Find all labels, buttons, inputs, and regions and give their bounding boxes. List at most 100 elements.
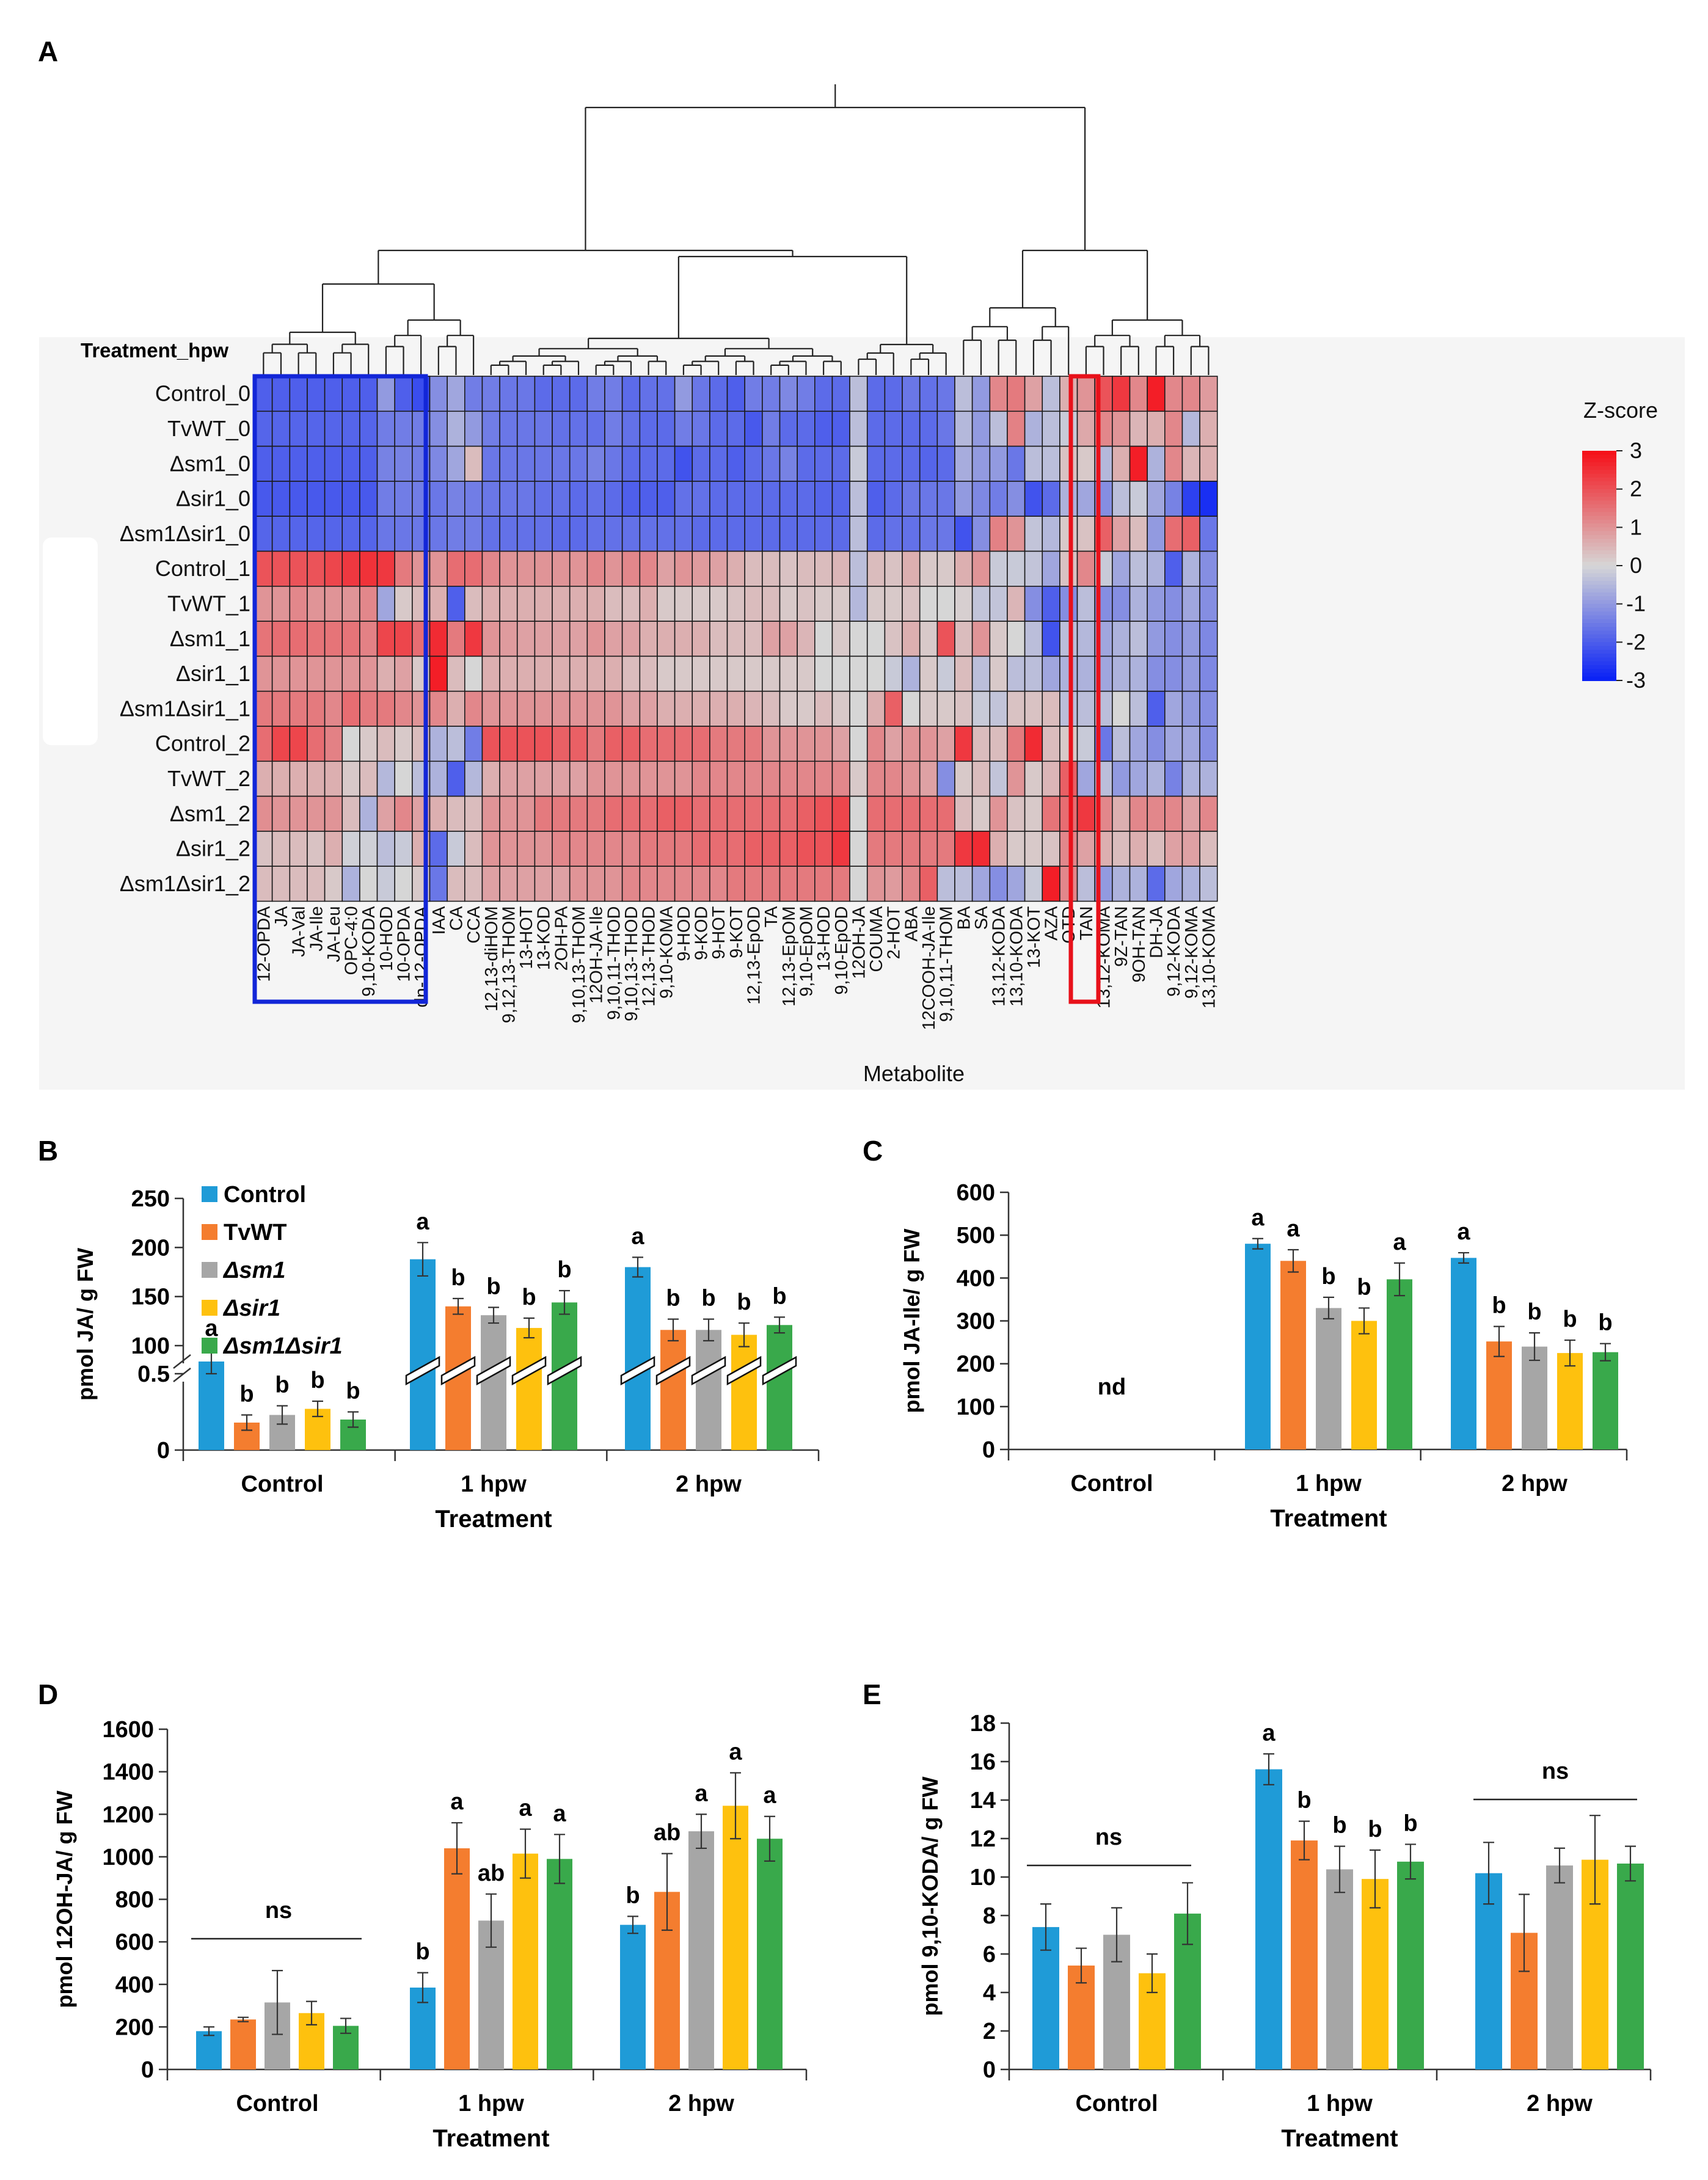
bar xyxy=(196,2031,222,2069)
heatmap-cell xyxy=(254,760,273,797)
heatmap-cell xyxy=(639,655,658,692)
heatmap-cell xyxy=(989,690,1008,727)
heatmap-cell xyxy=(341,550,360,587)
heatmap-cell xyxy=(674,585,693,622)
heatmap-cell xyxy=(744,481,763,517)
heatmap-column-label: OPC-4:0 xyxy=(342,906,362,975)
heatmap-cell xyxy=(797,866,816,902)
heatmap-cell xyxy=(849,690,868,727)
heatmap-cell xyxy=(499,445,518,482)
heatmap-row-label: Δsm1Δsir1_1 xyxy=(120,696,250,721)
heatmap-cell xyxy=(849,655,868,692)
heatmap-cell xyxy=(849,866,868,902)
y-tick-label: 1200 xyxy=(102,1802,154,1828)
panel-b-chart: 0 0.5 100 150 200 250 Control 1 hpw 2 hpw Treatme… xyxy=(73,1182,820,1533)
heatmap-cell xyxy=(726,831,746,867)
heatmap-cell xyxy=(954,516,973,552)
heatmap-cell xyxy=(271,655,291,692)
bar-break-mark xyxy=(405,1355,440,1386)
heatmap-cell xyxy=(1024,376,1043,412)
heatmap-cell xyxy=(289,516,308,552)
heatmap-cell xyxy=(709,585,728,622)
heatmap-cell xyxy=(552,585,571,622)
heatmap-cell xyxy=(971,760,991,797)
heatmap-cell xyxy=(709,726,728,762)
heatmap-cell xyxy=(604,481,623,517)
significance-letter: b xyxy=(666,1286,680,1311)
heatmap-cell xyxy=(1059,481,1078,517)
heatmap-cell xyxy=(394,550,413,587)
heatmap-cell xyxy=(849,445,868,482)
heatmap-cell xyxy=(429,795,448,832)
heatmap-cell xyxy=(1024,410,1043,447)
heatmap-cell xyxy=(831,760,850,797)
heatmap-cell xyxy=(639,866,658,902)
heatmap-cell xyxy=(516,376,536,412)
heatmap-cell xyxy=(674,481,693,517)
heatmap-cell xyxy=(779,481,798,517)
heatmap-cell xyxy=(779,376,798,412)
heatmap-cell xyxy=(1076,831,1096,867)
heatmap-cell xyxy=(429,481,448,517)
heatmap-cell xyxy=(726,866,746,902)
heatmap-cell xyxy=(674,550,693,587)
heatmap-cell xyxy=(919,760,938,797)
heatmap-column-label: JA-Val xyxy=(290,906,309,957)
heatmap-cell xyxy=(534,410,553,447)
heatmap-cell xyxy=(1112,516,1131,552)
panel-label-e: E xyxy=(863,1679,881,1710)
heatmap-cell xyxy=(1042,831,1060,867)
heatmap-cell xyxy=(744,516,763,552)
heatmap-cell xyxy=(1024,690,1043,727)
y-tick-label: 100 xyxy=(957,1394,995,1420)
y-axis-title: pmol 9,10-KODA/ g FW xyxy=(918,1776,943,2016)
heatmap-cell xyxy=(884,410,903,447)
significance-letter: a xyxy=(763,1783,776,1809)
heatmap-cell xyxy=(744,866,763,902)
heatmap-cell xyxy=(254,516,273,552)
heatmap-cell xyxy=(1112,831,1131,867)
heatmap-cell xyxy=(639,621,658,657)
heatmap-cell xyxy=(919,376,938,412)
heatmap-cell xyxy=(429,760,448,797)
heatmap-cell xyxy=(657,516,676,552)
heatmap-cell xyxy=(814,690,833,727)
heatmap-column-label: DH-JA xyxy=(1147,906,1166,958)
heatmap-cell xyxy=(1181,410,1200,447)
heatmap-cell xyxy=(1076,726,1096,762)
colorbar-segment xyxy=(1582,500,1616,505)
heatmap-cell xyxy=(621,726,641,762)
heatmap-cell xyxy=(376,445,395,482)
heatmap-cell xyxy=(692,410,710,447)
heatmap-cell xyxy=(674,690,693,727)
heatmap-cell xyxy=(919,655,938,692)
heatmap-cell xyxy=(1059,410,1078,447)
heatmap-cell xyxy=(1129,410,1148,447)
heatmap-cell xyxy=(534,866,553,902)
heatmap-cell xyxy=(621,376,641,412)
heatmap-cell xyxy=(831,410,850,447)
significance-letter: a xyxy=(450,1789,464,1815)
heatmap-cell xyxy=(1059,726,1078,762)
heatmap-cell xyxy=(254,376,273,412)
category-label: 2 hpw xyxy=(668,2091,734,2116)
heatmap-column-label: 2OH-PA xyxy=(552,906,571,971)
heatmap-cell xyxy=(586,410,605,447)
heatmap-cell xyxy=(709,376,728,412)
ns-label: ns xyxy=(1095,1825,1122,1850)
heatmap-cell xyxy=(954,866,973,902)
heatmap-column-label: 12,13-diHOM xyxy=(482,906,502,1012)
colorbar-segment xyxy=(1582,669,1616,674)
colorbar-segment xyxy=(1582,519,1616,525)
heatmap-cell xyxy=(866,516,886,552)
heatmap-cell xyxy=(447,655,465,692)
heatmap-cell xyxy=(639,550,658,587)
heatmap-row-label: Δsir1_0 xyxy=(176,486,250,511)
heatmap-cell xyxy=(779,866,798,902)
heatmap-cell xyxy=(831,550,850,587)
heatmap-cell xyxy=(902,410,921,447)
significance-letter: b xyxy=(1527,1299,1541,1325)
heatmap-cell xyxy=(516,866,536,902)
bar xyxy=(1387,1279,1412,1449)
heatmap-cell xyxy=(639,410,658,447)
